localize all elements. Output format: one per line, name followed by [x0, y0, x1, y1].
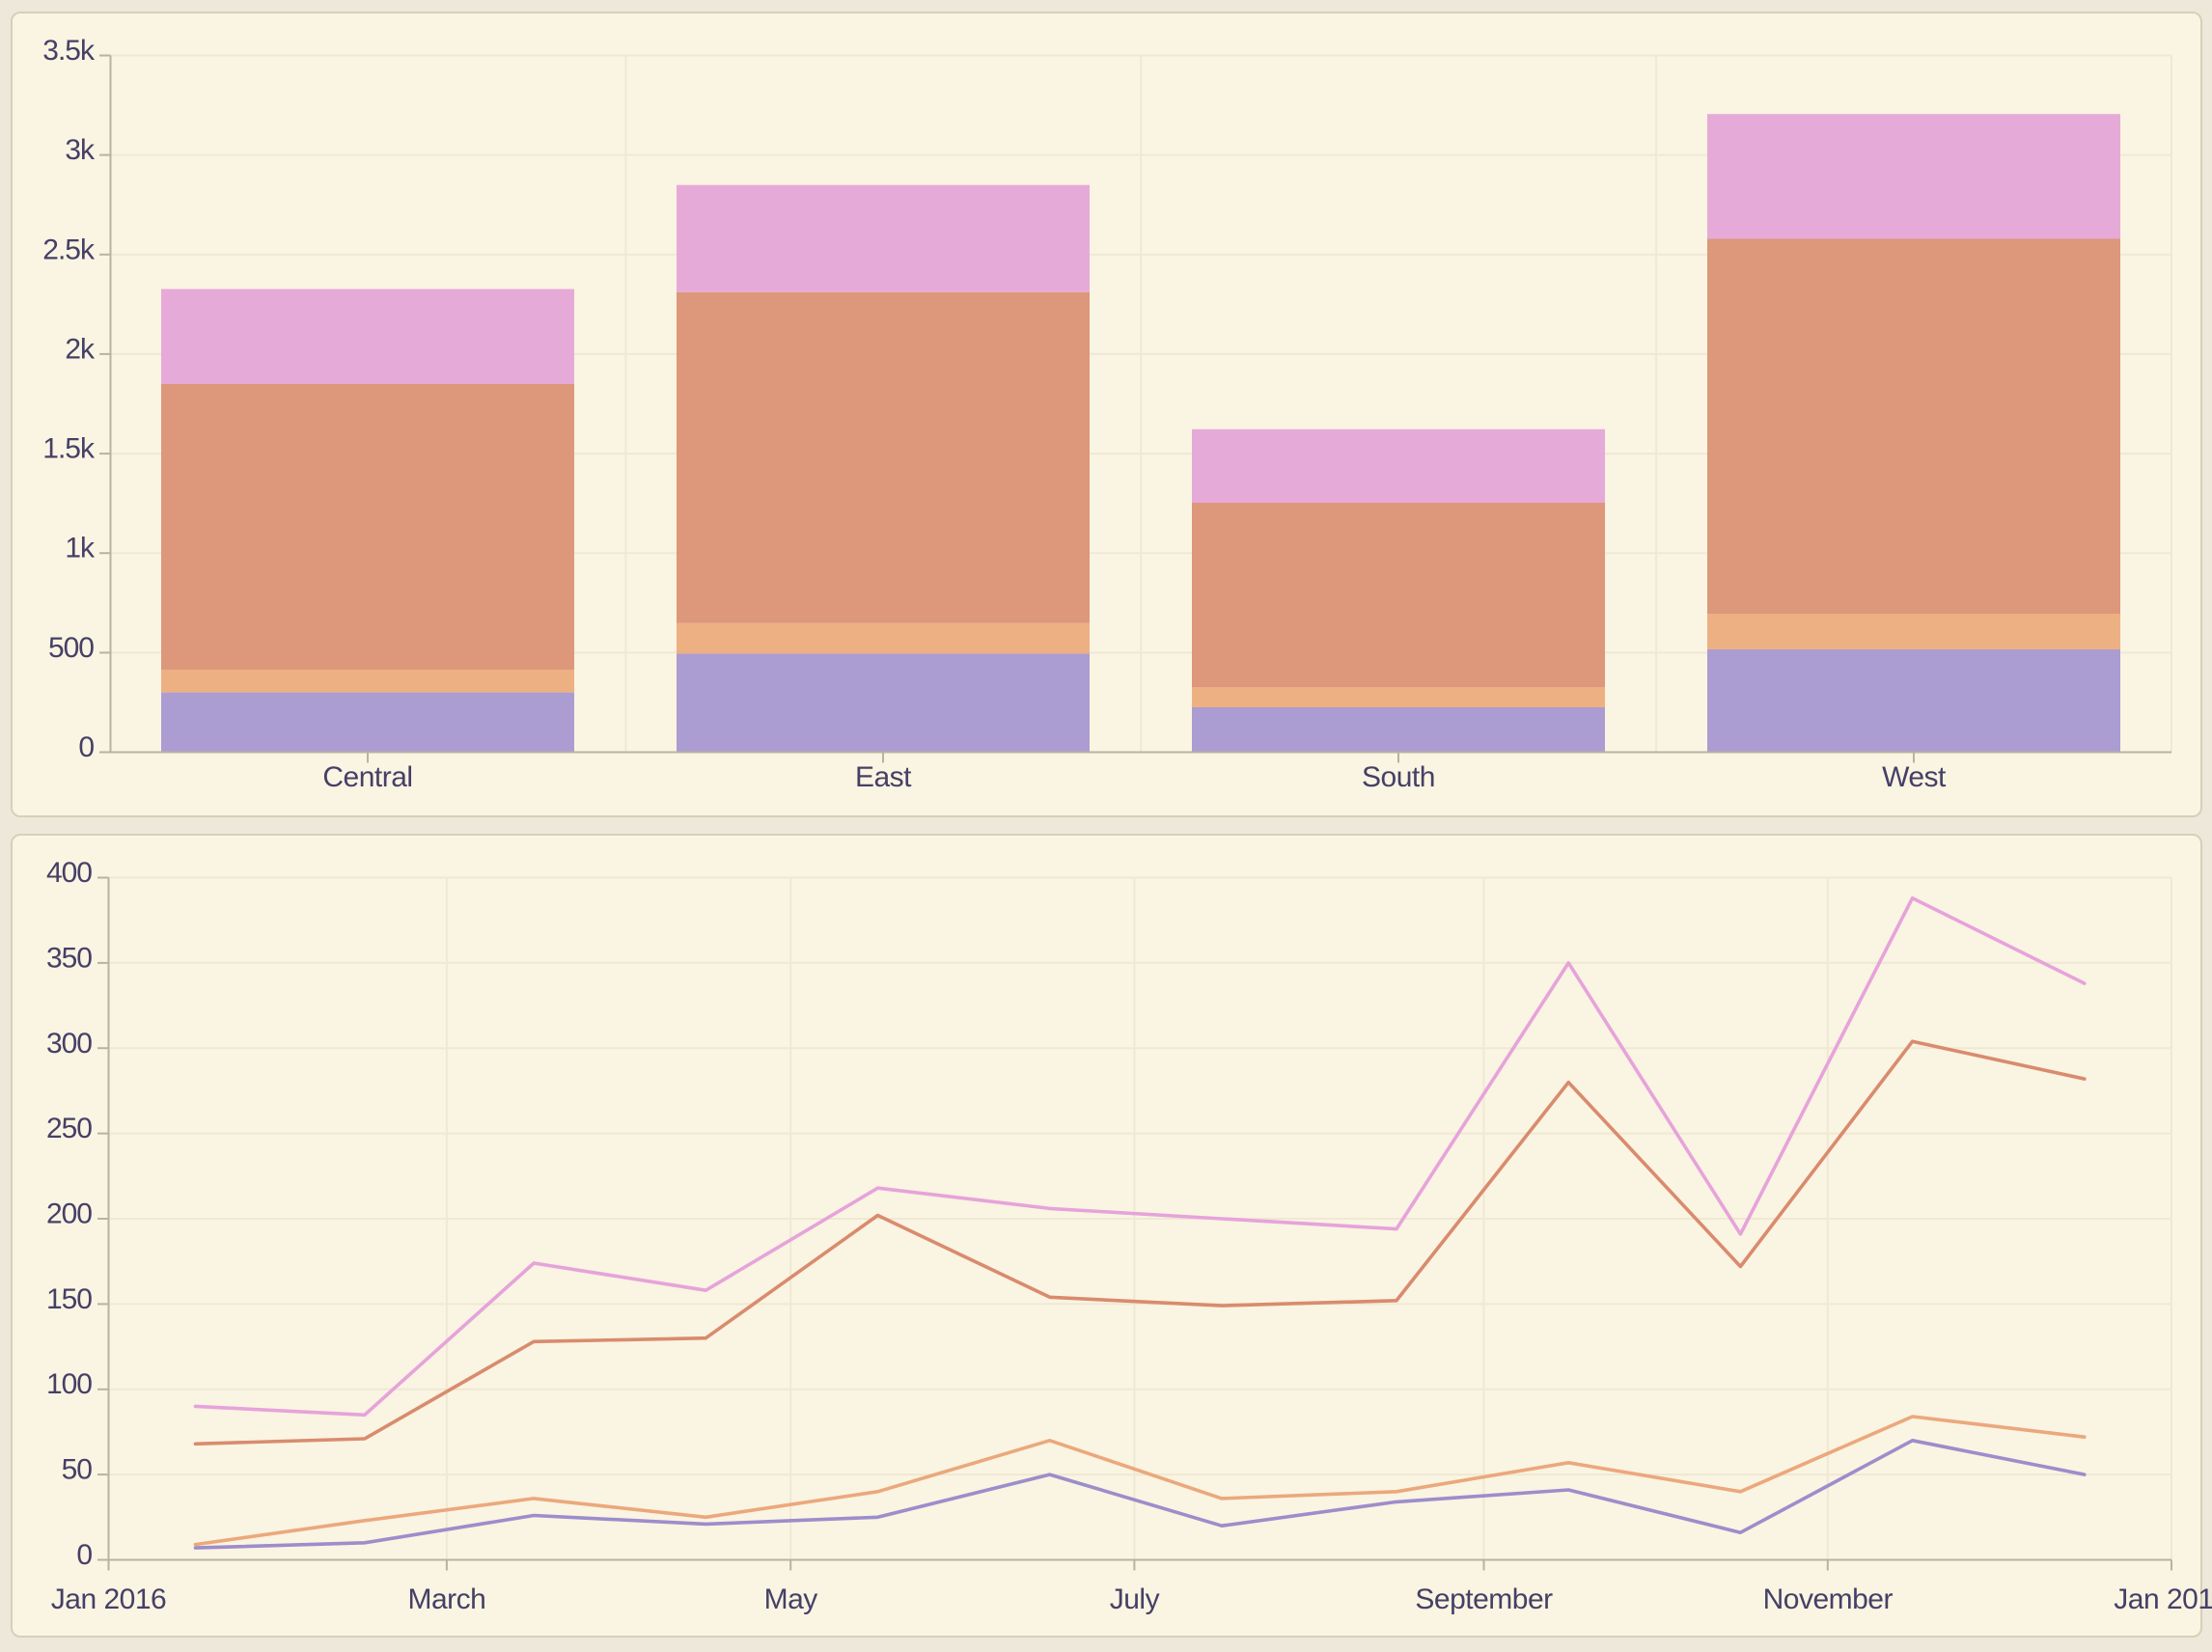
svg-text:Jan 2017: Jan 2017	[2114, 1583, 2212, 1615]
svg-text:November: November	[1763, 1583, 1894, 1615]
svg-text:0: 0	[78, 731, 94, 763]
svg-text:March: March	[407, 1583, 485, 1615]
svg-text:Central: Central	[322, 761, 412, 793]
svg-text:1k: 1k	[65, 533, 96, 564]
svg-text:3k: 3k	[65, 134, 96, 166]
svg-text:350: 350	[46, 942, 92, 974]
svg-text:July: July	[1110, 1583, 1160, 1615]
svg-text:500: 500	[48, 632, 94, 664]
svg-text:100: 100	[46, 1368, 92, 1400]
svg-text:300: 300	[46, 1028, 92, 1060]
svg-text:50: 50	[62, 1454, 93, 1486]
svg-text:200: 200	[46, 1198, 92, 1230]
svg-text:0: 0	[76, 1539, 92, 1571]
svg-text:150: 150	[46, 1283, 92, 1315]
svg-text:400: 400	[46, 857, 92, 889]
svg-text:Jan 2016: Jan 2016	[51, 1583, 166, 1615]
svg-text:East: East	[855, 761, 912, 793]
svg-text:South: South	[1362, 761, 1435, 793]
svg-text:1.5k: 1.5k	[42, 433, 96, 465]
svg-text:2.5k: 2.5k	[42, 234, 96, 265]
svg-text:2k: 2k	[65, 333, 96, 365]
svg-text:West: West	[1882, 761, 1947, 793]
svg-text:May: May	[764, 1583, 818, 1615]
svg-text:September: September	[1415, 1583, 1553, 1615]
svg-text:250: 250	[46, 1113, 92, 1144]
svg-text:3.5k: 3.5k	[42, 35, 96, 67]
